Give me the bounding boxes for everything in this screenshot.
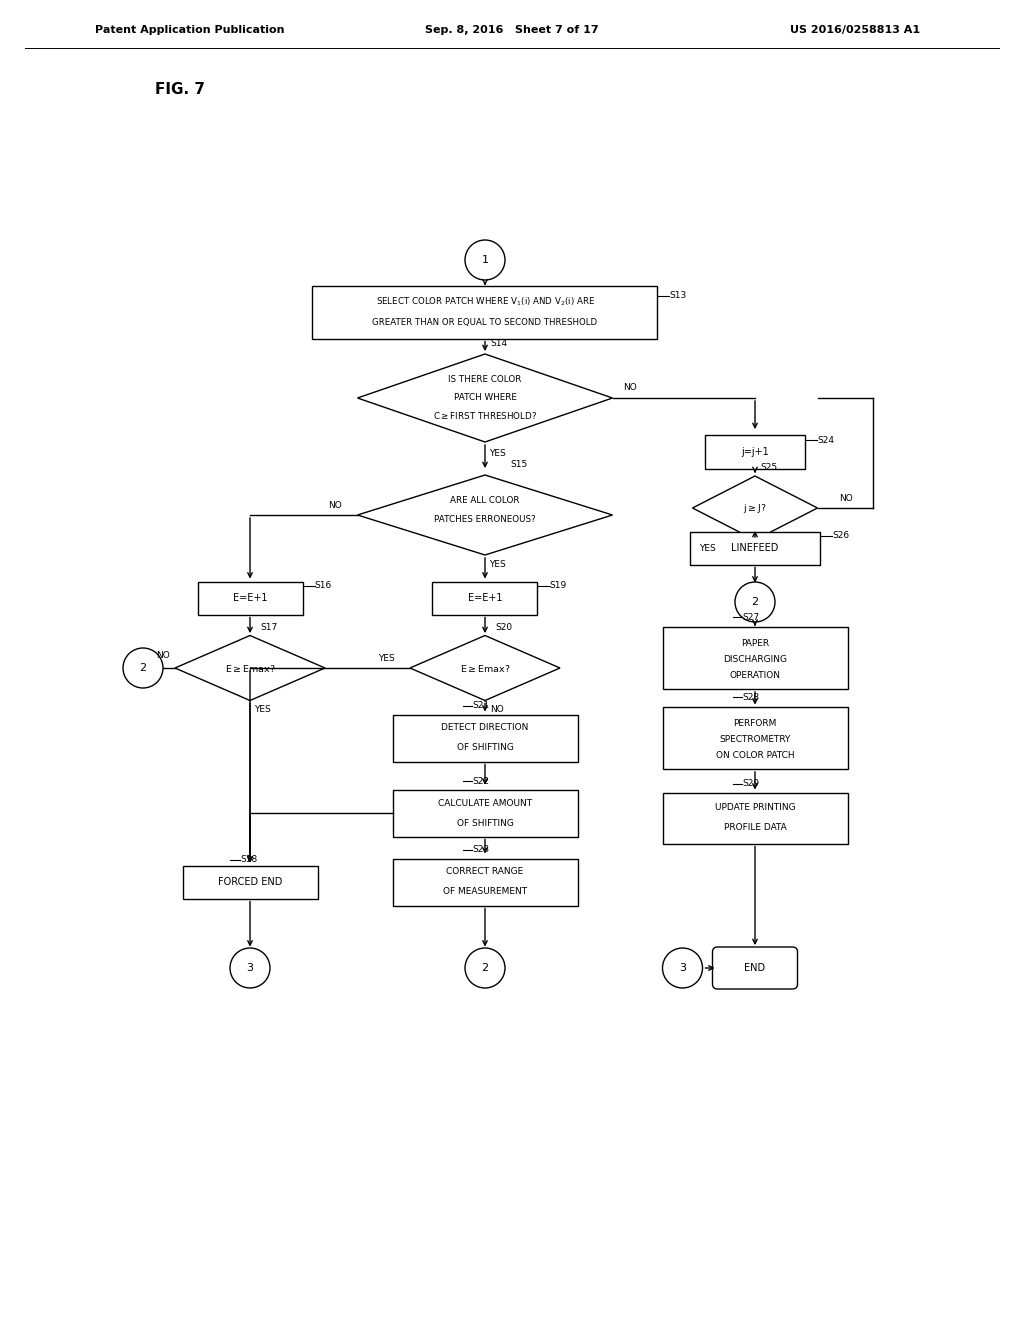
Text: S13: S13 — [670, 292, 687, 301]
Text: SPECTROMETRY: SPECTROMETRY — [719, 735, 791, 744]
FancyBboxPatch shape — [392, 714, 578, 762]
Text: PROFILE DATA: PROFILE DATA — [724, 824, 786, 833]
Text: END: END — [744, 964, 766, 973]
Text: CORRECT RANGE: CORRECT RANGE — [446, 867, 523, 876]
Text: NO: NO — [490, 705, 504, 714]
Text: YES: YES — [378, 653, 394, 663]
Text: j=j+1: j=j+1 — [741, 447, 769, 457]
Polygon shape — [357, 354, 612, 442]
Text: S20: S20 — [495, 623, 512, 632]
Text: 3: 3 — [247, 964, 254, 973]
FancyBboxPatch shape — [663, 708, 848, 770]
Text: OPERATION: OPERATION — [729, 672, 780, 681]
Text: UPDATE PRINTING: UPDATE PRINTING — [715, 804, 796, 813]
Text: C$\geq$FIRST THRESHOLD?: C$\geq$FIRST THRESHOLD? — [433, 411, 538, 421]
FancyBboxPatch shape — [663, 627, 848, 689]
Text: E=E+1: E=E+1 — [468, 593, 502, 603]
Text: YES: YES — [488, 561, 506, 569]
Text: 2: 2 — [752, 597, 759, 607]
FancyBboxPatch shape — [690, 532, 820, 565]
Text: j$\geq$J?: j$\geq$J? — [743, 502, 767, 515]
Text: E$\geq$Emax?: E$\geq$Emax? — [460, 663, 510, 673]
Text: OF SHIFTING: OF SHIFTING — [457, 818, 513, 828]
Text: NO: NO — [329, 500, 342, 510]
Circle shape — [735, 582, 775, 622]
Text: E$\geq$Emax?: E$\geq$Emax? — [224, 663, 275, 673]
Text: NO: NO — [624, 384, 637, 392]
Circle shape — [465, 948, 505, 987]
Polygon shape — [175, 635, 325, 701]
Text: E=E+1: E=E+1 — [232, 593, 267, 603]
Text: 2: 2 — [481, 964, 488, 973]
Text: PERFORM: PERFORM — [733, 719, 776, 729]
Circle shape — [663, 948, 702, 987]
Text: PATCH WHERE: PATCH WHERE — [454, 393, 516, 403]
Polygon shape — [410, 635, 560, 701]
Text: YES: YES — [254, 705, 270, 714]
FancyBboxPatch shape — [713, 946, 798, 989]
Circle shape — [465, 240, 505, 280]
Text: S17: S17 — [260, 623, 278, 632]
Text: Patent Application Publication: Patent Application Publication — [95, 25, 285, 36]
Text: 1: 1 — [481, 255, 488, 265]
FancyBboxPatch shape — [182, 866, 317, 899]
Text: YES: YES — [698, 544, 716, 553]
Text: Sep. 8, 2016   Sheet 7 of 17: Sep. 8, 2016 Sheet 7 of 17 — [425, 25, 599, 36]
Text: SELECT COLOR PATCH WHERE V$_1$(i) AND V$_2$(i) ARE: SELECT COLOR PATCH WHERE V$_1$(i) AND V$… — [376, 296, 595, 309]
Text: LINEFEED: LINEFEED — [731, 543, 778, 553]
Circle shape — [230, 948, 270, 987]
Text: S18: S18 — [240, 855, 257, 865]
Text: DISCHARGING: DISCHARGING — [723, 656, 787, 664]
Text: OF MEASUREMENT: OF MEASUREMENT — [443, 887, 527, 896]
FancyBboxPatch shape — [198, 582, 302, 615]
Text: S15: S15 — [510, 461, 527, 470]
Text: S24: S24 — [817, 436, 834, 445]
Text: FORCED END: FORCED END — [218, 876, 283, 887]
Text: S27: S27 — [742, 612, 759, 622]
Text: ARE ALL COLOR: ARE ALL COLOR — [451, 496, 520, 506]
FancyBboxPatch shape — [392, 858, 578, 906]
Text: S25: S25 — [760, 463, 777, 473]
Text: NO: NO — [157, 652, 170, 660]
Text: S19: S19 — [550, 582, 566, 590]
Text: ON COLOR PATCH: ON COLOR PATCH — [716, 751, 795, 760]
Text: NO: NO — [839, 494, 852, 503]
Text: US 2016/0258813 A1: US 2016/0258813 A1 — [790, 25, 920, 36]
FancyBboxPatch shape — [705, 436, 805, 469]
Text: S23: S23 — [472, 846, 489, 854]
Circle shape — [123, 648, 163, 688]
FancyBboxPatch shape — [663, 792, 848, 843]
Text: S28: S28 — [742, 693, 759, 701]
Text: S22: S22 — [472, 776, 489, 785]
FancyBboxPatch shape — [312, 285, 657, 338]
Text: S14: S14 — [490, 339, 507, 348]
Text: 2: 2 — [139, 663, 146, 673]
Text: S29: S29 — [742, 780, 759, 788]
Polygon shape — [692, 477, 817, 540]
Text: DETECT DIRECTION: DETECT DIRECTION — [441, 723, 528, 733]
Text: CALCULATE AMOUNT: CALCULATE AMOUNT — [438, 799, 532, 808]
Text: S26: S26 — [831, 532, 849, 540]
Text: IS THERE COLOR: IS THERE COLOR — [449, 375, 521, 384]
Text: FIG. 7: FIG. 7 — [155, 82, 205, 98]
Text: PATCHES ERRONEOUS?: PATCHES ERRONEOUS? — [434, 516, 536, 524]
Polygon shape — [357, 475, 612, 554]
Text: PAPER: PAPER — [741, 639, 769, 648]
Text: 3: 3 — [679, 964, 686, 973]
FancyBboxPatch shape — [432, 582, 538, 615]
Text: YES: YES — [488, 449, 506, 458]
FancyBboxPatch shape — [392, 789, 578, 837]
Text: GREATER THAN OR EQUAL TO SECOND THRESHOLD: GREATER THAN OR EQUAL TO SECOND THRESHOL… — [373, 318, 598, 327]
Text: S16: S16 — [314, 582, 332, 590]
Text: OF SHIFTING: OF SHIFTING — [457, 743, 513, 752]
Text: S21: S21 — [472, 701, 489, 710]
